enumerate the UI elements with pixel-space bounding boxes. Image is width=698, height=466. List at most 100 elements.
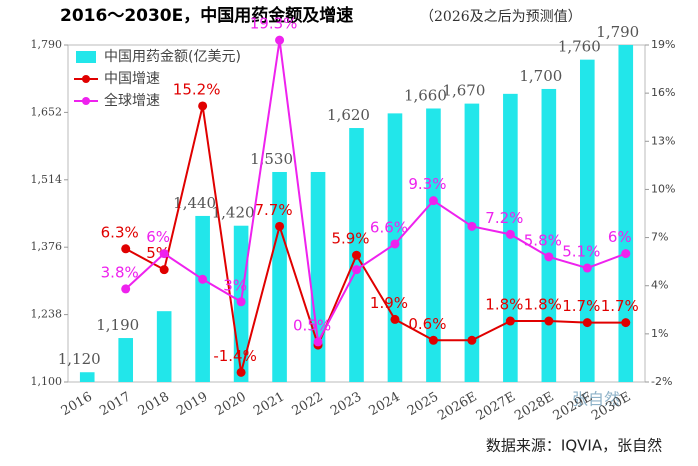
x-tick-label: 2022 <box>290 390 326 420</box>
line-value-label: 15.2% <box>173 80 221 98</box>
line-value-label: 5.1% <box>562 243 600 261</box>
line-marker <box>505 229 515 239</box>
bar-value-label: 1,790 <box>596 23 639 41</box>
line-marker <box>505 316 515 326</box>
y-tick-label: 1,790 <box>31 38 63 51</box>
y2-tick-label: 13% <box>651 134 675 147</box>
y-tick-label: 1,652 <box>31 105 63 118</box>
y-tick-label: 1,514 <box>31 173 63 186</box>
bar-value-label: 1,440 <box>173 194 216 212</box>
x-tick-label: 2019 <box>174 390 210 420</box>
line-value-label: 3% <box>223 276 247 294</box>
bar <box>310 171 326 382</box>
line-value-label: 1.8% <box>524 296 562 314</box>
x-tick-label: 2023 <box>328 390 364 420</box>
bar-value-label: 1,530 <box>250 150 293 168</box>
line-marker <box>352 250 361 260</box>
line-marker <box>544 316 554 326</box>
y2-tick-label: 16% <box>651 86 675 99</box>
y2-tick-label: 1% <box>651 327 668 340</box>
y-tick-label: 1,238 <box>31 308 63 321</box>
line-marker <box>275 35 285 45</box>
y-tick-label: 1,376 <box>31 240 63 253</box>
legend-label: 全球增速 <box>104 92 160 109</box>
x-tick-label: 2028E <box>512 390 556 424</box>
line-marker <box>313 337 323 347</box>
y2-tick-label: 7% <box>651 231 668 244</box>
bar <box>464 103 480 382</box>
line-marker <box>467 335 477 345</box>
x-tick-label: 2024 <box>367 390 403 420</box>
legend-swatch <box>76 51 96 63</box>
line-value-label: -1.4% <box>213 347 257 365</box>
line-marker <box>582 318 592 328</box>
line-value-label: 3.8% <box>101 263 139 281</box>
y2-tick-label: 10% <box>651 182 675 195</box>
x-tick-label: 2020 <box>213 390 249 420</box>
line <box>125 40 627 346</box>
line-marker <box>159 249 169 259</box>
line-value-label: 19.3% <box>250 15 298 33</box>
line-value-label: 0.6% <box>408 315 446 333</box>
bar-value-label: 1,120 <box>58 350 101 368</box>
bar-value-label: 1,760 <box>558 38 601 56</box>
bar <box>118 338 134 382</box>
legend-label: 中国用药金额(亿美元) <box>104 49 241 65</box>
line-value-label: 6.3% <box>101 223 139 241</box>
line-value-label: 6% <box>608 228 632 246</box>
line-value-label: 6% <box>146 228 170 246</box>
line-marker <box>621 318 631 328</box>
line-marker <box>121 284 131 294</box>
y2-tick-label: 4% <box>651 279 668 292</box>
x-tick-label: 2021 <box>251 390 287 420</box>
line-value-label: 1.8% <box>485 296 523 314</box>
bar-value-label: 1,660 <box>404 86 447 104</box>
line-marker <box>352 265 361 275</box>
bar <box>79 372 95 382</box>
line-marker <box>121 244 131 254</box>
line-marker <box>390 314 400 324</box>
bar-value-label: 1,670 <box>442 82 485 100</box>
line-value-label: 7.7% <box>255 201 293 219</box>
line-marker <box>198 101 208 111</box>
line-marker <box>544 252 554 262</box>
y-tick-label: 1,100 <box>31 375 63 388</box>
bar <box>426 108 441 383</box>
x-tick-label: 2018 <box>136 390 172 420</box>
y2-tick-label: 19% <box>651 38 675 51</box>
line-value-label: 1.9% <box>370 294 408 312</box>
line-marker <box>390 239 400 249</box>
line-marker <box>236 297 246 307</box>
line-value-label: 1.7% <box>601 297 639 315</box>
bar-value-label: 1,190 <box>96 316 139 334</box>
line-marker <box>621 249 631 259</box>
legend-swatch <box>82 97 90 105</box>
bar <box>579 59 595 383</box>
line-marker <box>582 263 592 273</box>
line-value-label: 7.2% <box>485 209 523 227</box>
x-tick-label: 2026E <box>435 390 479 424</box>
legend-swatch <box>82 75 90 83</box>
bar-value-label: 1,420 <box>212 204 255 222</box>
line-value-label: 5.9% <box>331 230 369 248</box>
line <box>125 105 626 373</box>
line-value-label: 6.6% <box>370 218 408 236</box>
bar <box>541 88 557 383</box>
legend-label: 中国增速 <box>104 71 160 87</box>
y2-tick-label: -2% <box>651 375 672 388</box>
bar-value-label: 1,700 <box>519 67 562 85</box>
chart-subtitle: （2026及之后为预测值） <box>420 9 582 25</box>
line-marker <box>428 335 438 345</box>
bar <box>156 311 172 382</box>
line-marker <box>428 196 438 206</box>
x-tick-label: 2017 <box>97 390 133 420</box>
x-tick-label: 2016 <box>59 390 95 420</box>
bar-value-label: 1,620 <box>327 106 370 124</box>
source: 数据来源：IQVIA，张自然 <box>486 437 662 455</box>
bar <box>618 45 634 382</box>
line-marker <box>236 367 246 377</box>
chart-title: 2016～2030E，中国用药金额及增速 <box>60 5 353 26</box>
line-value-label: 1.7% <box>562 297 600 315</box>
line-marker <box>275 221 285 231</box>
watermark: 张自然 <box>572 390 620 409</box>
